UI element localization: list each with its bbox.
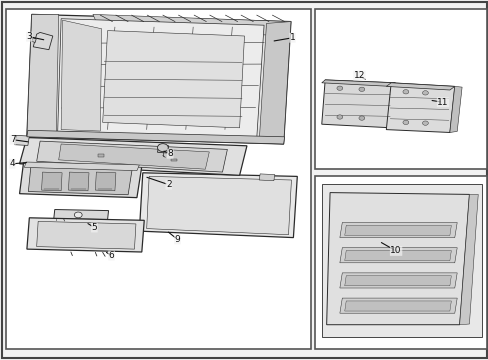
Circle shape bbox=[422, 91, 427, 95]
Text: 9: 9 bbox=[174, 235, 180, 244]
Polygon shape bbox=[321, 80, 394, 86]
Polygon shape bbox=[27, 218, 144, 252]
Polygon shape bbox=[37, 141, 227, 172]
Polygon shape bbox=[27, 14, 59, 138]
Polygon shape bbox=[15, 135, 29, 145]
Polygon shape bbox=[139, 173, 297, 238]
Polygon shape bbox=[386, 83, 454, 90]
Polygon shape bbox=[459, 194, 477, 325]
Polygon shape bbox=[32, 38, 36, 42]
Bar bbox=[171, 159, 177, 161]
Polygon shape bbox=[339, 248, 456, 263]
Polygon shape bbox=[344, 301, 450, 311]
Text: 2: 2 bbox=[165, 180, 171, 189]
Polygon shape bbox=[321, 184, 481, 337]
Polygon shape bbox=[259, 22, 290, 144]
Polygon shape bbox=[157, 145, 168, 153]
Polygon shape bbox=[41, 172, 62, 191]
Text: 4: 4 bbox=[9, 159, 15, 168]
Text: 3: 3 bbox=[26, 32, 32, 41]
Polygon shape bbox=[339, 298, 456, 313]
Circle shape bbox=[336, 86, 342, 90]
Polygon shape bbox=[54, 210, 108, 220]
Polygon shape bbox=[61, 20, 102, 131]
Circle shape bbox=[402, 120, 408, 125]
Polygon shape bbox=[344, 276, 450, 286]
Polygon shape bbox=[344, 225, 450, 235]
Polygon shape bbox=[20, 163, 142, 198]
Text: 7: 7 bbox=[10, 135, 16, 144]
Text: 11: 11 bbox=[436, 98, 448, 107]
Polygon shape bbox=[37, 221, 136, 249]
Polygon shape bbox=[449, 86, 461, 132]
Polygon shape bbox=[59, 144, 209, 169]
Polygon shape bbox=[20, 138, 246, 175]
Circle shape bbox=[157, 144, 168, 152]
Circle shape bbox=[422, 121, 427, 125]
Polygon shape bbox=[27, 14, 290, 144]
Text: 5: 5 bbox=[91, 223, 97, 232]
Polygon shape bbox=[321, 80, 394, 128]
Bar bbox=[6, 9, 310, 349]
Circle shape bbox=[336, 115, 342, 119]
Circle shape bbox=[358, 87, 364, 91]
Polygon shape bbox=[33, 32, 53, 50]
Polygon shape bbox=[95, 172, 116, 191]
Bar bbox=[98, 154, 103, 157]
Circle shape bbox=[358, 116, 364, 120]
Polygon shape bbox=[27, 130, 284, 144]
Polygon shape bbox=[102, 31, 244, 128]
Text: 8: 8 bbox=[167, 149, 173, 158]
Polygon shape bbox=[24, 162, 139, 171]
Polygon shape bbox=[146, 176, 291, 235]
Polygon shape bbox=[326, 193, 468, 325]
Polygon shape bbox=[344, 251, 450, 261]
Polygon shape bbox=[28, 167, 132, 195]
Text: 6: 6 bbox=[108, 251, 114, 260]
Polygon shape bbox=[68, 172, 89, 191]
Polygon shape bbox=[386, 83, 454, 132]
Text: 12: 12 bbox=[353, 71, 365, 80]
Circle shape bbox=[402, 90, 408, 94]
Circle shape bbox=[74, 212, 82, 218]
Polygon shape bbox=[339, 273, 456, 288]
Polygon shape bbox=[93, 14, 290, 36]
Bar bbox=[315, 9, 486, 169]
Polygon shape bbox=[259, 174, 274, 181]
Text: 1: 1 bbox=[289, 33, 295, 42]
Polygon shape bbox=[58, 19, 264, 139]
Text: 10: 10 bbox=[389, 247, 401, 256]
Polygon shape bbox=[339, 222, 456, 238]
Bar bbox=[315, 176, 486, 349]
